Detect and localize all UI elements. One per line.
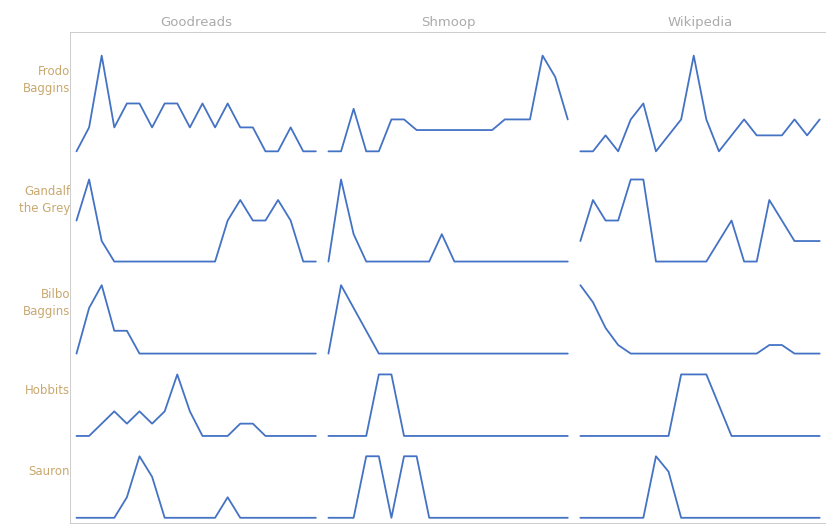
- Text: Frodo
Baggins: Frodo Baggins: [23, 65, 70, 95]
- Text: Goodreads: Goodreads: [160, 16, 232, 29]
- Text: Gandalf
the Grey: Gandalf the Grey: [19, 185, 70, 215]
- Text: Hobbits: Hobbits: [25, 384, 70, 397]
- Text: Bilbo
Baggins: Bilbo Baggins: [23, 288, 70, 318]
- Text: Sauron: Sauron: [29, 466, 70, 478]
- Text: Shmoop: Shmoop: [421, 16, 475, 29]
- Text: Wikipedia: Wikipedia: [667, 16, 733, 29]
